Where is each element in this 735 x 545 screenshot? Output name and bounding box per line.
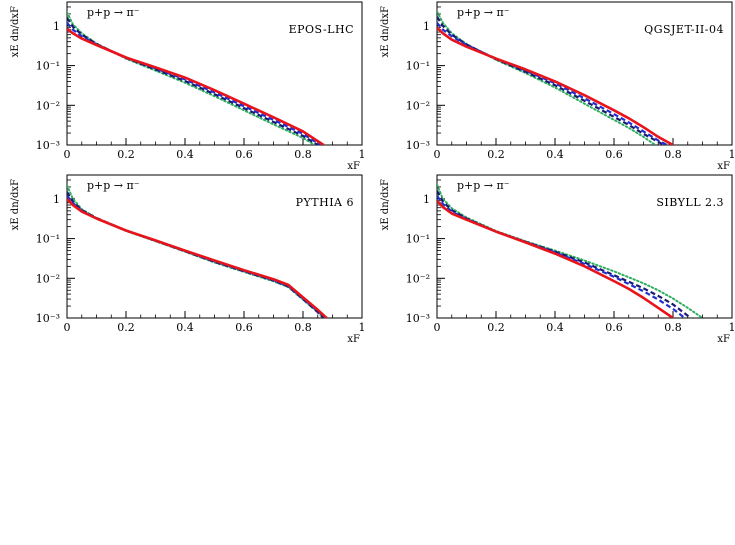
- y-tick-label: 10⁻¹: [36, 60, 60, 73]
- reaction-label: p+p → π⁻: [457, 179, 510, 192]
- x-tick-label: 0: [434, 148, 441, 161]
- x-tick-label: 0.6: [235, 321, 253, 334]
- reaction-label: p+p → π⁻: [457, 6, 510, 19]
- series-line-dotted-2fae5f: [67, 184, 325, 318]
- x-tick-label: 0: [434, 321, 441, 334]
- x-tick-label: 1: [359, 321, 366, 334]
- x-tick-label: 0.4: [546, 321, 564, 334]
- series-line-dotted-2fae5f: [437, 10, 657, 145]
- x-tick-label: 0.6: [605, 321, 623, 334]
- y-tick-label: 10⁻³: [406, 139, 430, 152]
- series-line-solid-e8141b: [67, 198, 328, 318]
- series-line-solid-e8141b: [437, 26, 674, 145]
- x-tick-label: 1: [359, 148, 366, 161]
- series-line-solid-e8141b: [67, 27, 325, 145]
- y-tick-label: 1: [423, 193, 430, 206]
- model-label: SIBYLL 2.3: [656, 196, 724, 209]
- x-axis-label: xF: [347, 334, 360, 345]
- y-tick-label: 1: [53, 20, 60, 33]
- y-tick-label: 10⁻³: [36, 139, 60, 152]
- reaction-label: p+p → π⁻: [87, 179, 140, 192]
- x-tick-label: 0.8: [664, 148, 682, 161]
- series-line-dotted-2fae5f: [437, 183, 704, 318]
- y-tick-label: 10⁻²: [406, 99, 430, 112]
- y-tick-label: 10⁻¹: [36, 233, 60, 246]
- series-group: [437, 10, 674, 145]
- series-line-dashed-1f2fd0: [437, 22, 668, 145]
- x-tick-label: 0.8: [664, 321, 682, 334]
- series-group: [437, 183, 704, 318]
- series-line-dashed-1a1a6e: [437, 190, 692, 318]
- series-line-dashed-1f2fd0: [67, 22, 322, 145]
- reaction-label: p+p → π⁻: [87, 6, 140, 19]
- x-tick-label: 0.6: [235, 148, 253, 161]
- x-axis-label: xF: [347, 161, 360, 172]
- x-tick-label: 0: [64, 321, 71, 334]
- series-group: [67, 184, 328, 318]
- x-tick-label: 1: [729, 321, 735, 334]
- x-tick-label: 0.8: [294, 148, 312, 161]
- y-tick-label: 10⁻³: [36, 312, 60, 325]
- y-tick-label: 10⁻³: [406, 312, 430, 325]
- model-label: QGSJET-II-04: [644, 23, 724, 36]
- x-tick-label: 0.4: [176, 321, 194, 334]
- y-axis-label: xE dn/dxF: [380, 179, 391, 230]
- model-label: EPOS-LHC: [289, 23, 354, 36]
- x-axis-label: xF: [717, 161, 730, 172]
- y-axis-label: xE dn/dxF: [380, 6, 391, 57]
- y-tick-label: 10⁻²: [36, 99, 60, 112]
- x-tick-label: 0.4: [176, 148, 194, 161]
- series-line-solid-e8141b: [437, 199, 674, 318]
- x-tick-label: 0.4: [546, 148, 564, 161]
- x-tick-label: 0.2: [487, 148, 505, 161]
- x-tick-label: 0.2: [117, 321, 135, 334]
- y-tick-label: 10⁻²: [406, 272, 430, 285]
- series-line-dashed-1a1a6e: [67, 17, 319, 145]
- x-tick-label: 1: [729, 148, 735, 161]
- y-axis-label: xE dn/dxF: [10, 6, 21, 57]
- series-line-dashed-1a1a6e: [437, 16, 665, 145]
- series-group: [67, 11, 325, 145]
- x-tick-label: 0.6: [605, 148, 623, 161]
- series-line-dotted-2fae5f: [67, 11, 316, 145]
- y-tick-label: 10⁻¹: [406, 60, 430, 73]
- y-axis-label: xE dn/dxF: [10, 179, 21, 230]
- x-tick-label: 0.2: [117, 148, 135, 161]
- y-tick-label: 10⁻²: [36, 272, 60, 285]
- model-label: PYTHIA 6: [296, 196, 354, 209]
- x-axis-label: xF: [717, 334, 730, 345]
- x-tick-label: 0: [64, 148, 71, 161]
- x-tick-label: 0.2: [487, 321, 505, 334]
- y-tick-label: 1: [53, 193, 60, 206]
- y-tick-label: 1: [423, 20, 430, 33]
- y-tick-label: 10⁻¹: [406, 233, 430, 246]
- x-tick-label: 0.8: [294, 321, 312, 334]
